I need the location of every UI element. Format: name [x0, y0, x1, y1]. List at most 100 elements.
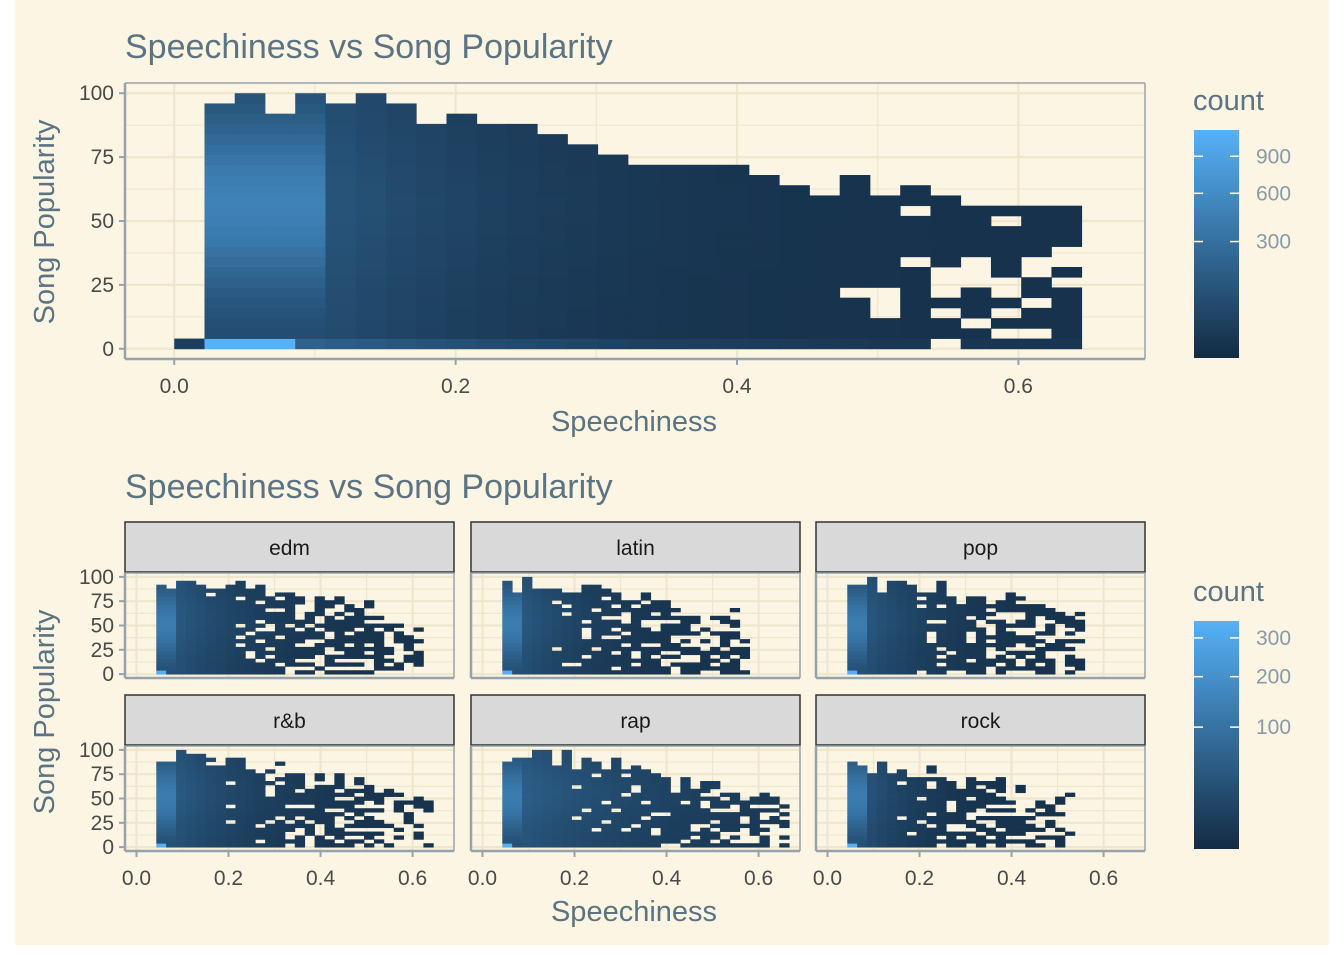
facet-pop-tile [1025, 635, 1036, 640]
top-tile [325, 256, 357, 268]
facet-rap-tile [531, 784, 543, 790]
facet-edm-tile [235, 584, 246, 589]
facet-rb-tile [265, 769, 276, 774]
facet-latin-tile [630, 608, 642, 613]
facet-edm-tile [245, 627, 256, 632]
facet-pop-tile [847, 670, 858, 675]
top-tile [416, 205, 447, 217]
facet-rock-tile [857, 765, 868, 770]
facet-pop-tile [926, 592, 937, 597]
top-tile [537, 175, 568, 186]
facet-rap-tile [512, 796, 523, 801]
top-tile [325, 195, 357, 207]
facet-pop-tile [1025, 658, 1036, 663]
facet-edm-tile [215, 623, 226, 628]
top-tile [476, 328, 508, 339]
facet-rap-tile [551, 819, 563, 825]
facet-pop-tile [1045, 646, 1056, 652]
facet-latin-tile [512, 670, 523, 675]
facet-latin-tile [601, 604, 612, 609]
facet-rb-tile [235, 765, 246, 770]
facet-edm-tile [245, 623, 256, 628]
facet-rock-tile [966, 784, 977, 790]
facet-edm-tile [373, 662, 385, 667]
facet-rap-tile [779, 823, 790, 829]
facet-rb-tile [215, 808, 226, 813]
facet-pop-tile [936, 608, 947, 613]
top-tile [325, 328, 357, 339]
facet-pop-tile [867, 635, 878, 640]
facet-edm-tile [225, 635, 236, 640]
facet-latin-tile [611, 631, 622, 636]
facet-pop-tile [896, 658, 908, 663]
facet-pop-tile [876, 592, 888, 597]
facet-latin-tile [581, 592, 592, 597]
facet-rap-tile [680, 808, 691, 813]
facet-rb-tile [235, 777, 246, 782]
facet-pop-tile [1045, 623, 1056, 628]
facet-rock-tile [876, 796, 888, 801]
facet-rb-tile [245, 819, 256, 825]
facet-pop-tile [876, 635, 888, 640]
facet-rb-tile [314, 792, 325, 797]
top-tile [809, 297, 841, 309]
facet-pop-tile [956, 604, 967, 609]
facet-pop-tile [936, 666, 947, 671]
top-tile [779, 246, 810, 258]
facet-rock-tile [975, 839, 987, 844]
top-tile [264, 236, 296, 247]
facet-pop-tile [966, 596, 977, 601]
facet-pop-tile [1015, 666, 1026, 671]
top-tile [204, 267, 236, 278]
facet-pop-tile [857, 584, 868, 589]
facet-latin-tile [729, 670, 741, 675]
facet-rap-tile [551, 827, 563, 832]
facet-rock-tile [906, 784, 917, 790]
facet-pop-tile [975, 635, 987, 640]
facet-rock-tile [847, 777, 858, 782]
facet-pop-tile [1025, 662, 1036, 667]
facet-edm-tile [265, 611, 276, 617]
facet-rap-tile [541, 808, 553, 813]
facet-pop-tile [857, 658, 868, 663]
facet-pop-tile [857, 670, 868, 675]
facet-rb-tile [354, 831, 365, 836]
facet-edm-tile [245, 600, 256, 605]
top-tile [264, 297, 296, 309]
top-tile [476, 307, 508, 319]
facet-rap-tile [502, 781, 513, 786]
facet-pop-tile [975, 600, 987, 605]
facet-edm-tile [284, 643, 296, 648]
facet-rock-tile [926, 819, 937, 825]
facet-pop-tile [886, 643, 898, 648]
top-tile [869, 236, 901, 247]
facet-latin-tile [729, 608, 741, 613]
facet-rock-tile [1005, 823, 1016, 829]
facet-pop-tile [1025, 639, 1036, 644]
top-tile [597, 236, 629, 247]
facet-edm-tile [354, 619, 365, 624]
facet-latin-tile [502, 643, 513, 648]
facet-pop-tile [857, 643, 868, 648]
facet-latin-tile [630, 639, 642, 644]
facet-rock-tile [916, 808, 927, 813]
facet-rock-tile [916, 843, 927, 848]
facet-rap-tile [581, 835, 592, 840]
facet-edm-tile [215, 666, 226, 671]
top-tile [355, 287, 387, 299]
facet-edm-tile [255, 611, 266, 617]
facet-rb-tile [334, 827, 345, 832]
facet-rb-tile [205, 827, 217, 832]
facet-rap-tile [551, 843, 563, 848]
top-tile [295, 226, 326, 237]
facet-rock-tile [857, 831, 868, 836]
top-legend-tick-label: 900 [1256, 145, 1291, 168]
facet-pop-tile [995, 670, 1006, 675]
top-tile [658, 195, 689, 207]
facet-latin-tile [522, 662, 533, 667]
facet-rb-tile [195, 781, 207, 786]
facet-rock-tile [956, 788, 967, 794]
facet-rap-tile [630, 812, 642, 817]
facet-edm-tile [364, 604, 375, 609]
facet-pop-tiles [847, 576, 1086, 675]
